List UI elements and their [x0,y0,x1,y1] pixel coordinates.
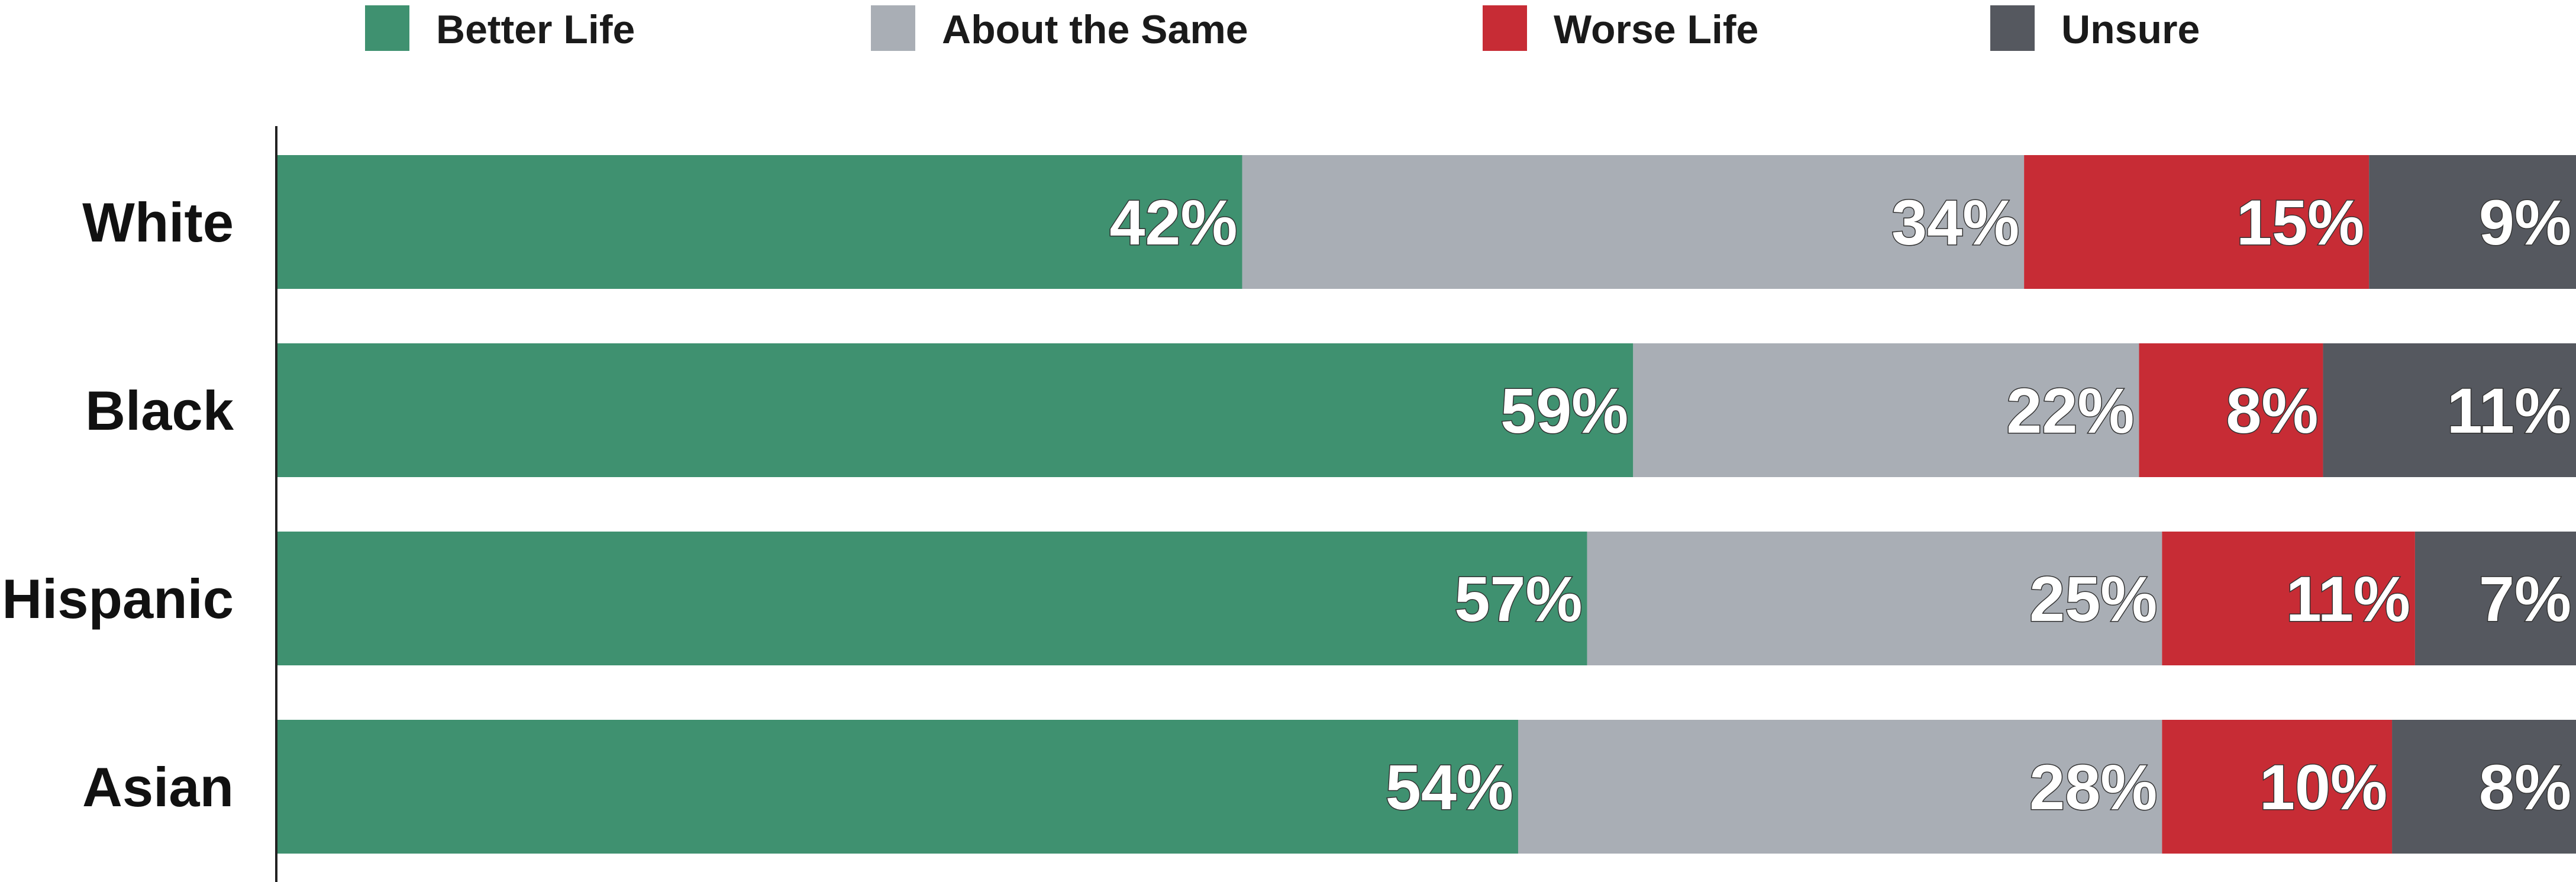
category-label-asian: Asian [82,756,234,818]
legend-item-unsure: Unsure [1990,5,2200,52]
bar-row-asian: 54% 28% 10% 8% [276,720,2576,854]
data-label-worse-life: 15% [2236,186,2364,258]
data-label-about-the-same: 34% [1891,186,2019,258]
data-label-unsure: 7% [2479,563,2571,635]
legend-label: About the Same [942,7,1248,52]
data-label-worse-life: 10% [2259,751,2387,823]
bar-segment-worse-life [2024,155,2370,289]
bar-segment-better-life [276,343,1634,477]
legend-swatch [365,5,409,51]
data-label-unsure: 11% [2447,375,2571,446]
data-label-worse-life: 11% [2286,563,2410,635]
data-label-better-life: 59% [1500,375,1628,446]
bar-row-hispanic: 57% 25% 11% 7% [276,532,2576,665]
legend-swatch [1990,5,2035,51]
data-label-unsure: 9% [2479,186,2571,258]
category-labels: White Black Hispanic Asian [2,191,234,818]
data-label-worse-life: 8% [2226,375,2318,446]
legend-label: Worse Life [1554,7,1758,52]
data-label-about-the-same: 25% [2029,563,2157,635]
legend-label: Better Life [436,7,635,52]
bar-row-white: 42% 34% 15% 9% [276,155,2576,289]
bars-area: 42% 34% 15% 9% 59% 22% 8% 11% 57% 25% 11% 7% 54% 28% 1… [276,155,2576,854]
bar-segment-about-the-same [1633,343,2139,477]
legend-item-about-the-same: About the Same [871,5,1248,52]
bar-segment-about-the-same [1242,155,2025,289]
bar-segment-unsure [2369,155,2576,289]
legend-item-better-life: Better Life [365,5,635,52]
category-label-black: Black [85,379,234,442]
bar-segment-unsure [2414,532,2576,665]
bar-segment-about-the-same [1587,532,2162,665]
legend: Better Life About the Same Worse Life Unsur… [365,5,2200,52]
bar-segment-about-the-same [1518,720,2162,854]
data-label-about-the-same: 28% [2029,751,2157,823]
data-label-better-life: 42% [1109,186,1237,258]
category-label-hispanic: Hispanic [2,568,234,630]
legend-label: Unsure [2061,7,2200,52]
legend-swatch [1483,5,1527,51]
category-label-white: White [82,191,234,253]
bar-segment-worse-life [2139,343,2323,477]
data-label-about-the-same: 22% [2006,375,2134,446]
legend-item-worse-life: Worse Life [1483,5,1758,52]
bar-segment-better-life [276,720,1518,854]
legend-swatch [871,5,915,51]
data-label-unsure: 8% [2479,751,2571,823]
bar-segment-unsure [2323,343,2576,477]
bar-segment-worse-life [2162,720,2393,854]
bar-segment-better-life [276,155,1242,289]
data-label-better-life: 57% [1454,563,1582,635]
bar-segment-worse-life [2162,532,2415,665]
data-label-better-life: 54% [1386,751,1513,823]
bar-segment-better-life [276,532,1587,665]
bar-segment-unsure [2392,720,2576,854]
bar-row-black: 59% 22% 8% 11% [276,343,2576,477]
